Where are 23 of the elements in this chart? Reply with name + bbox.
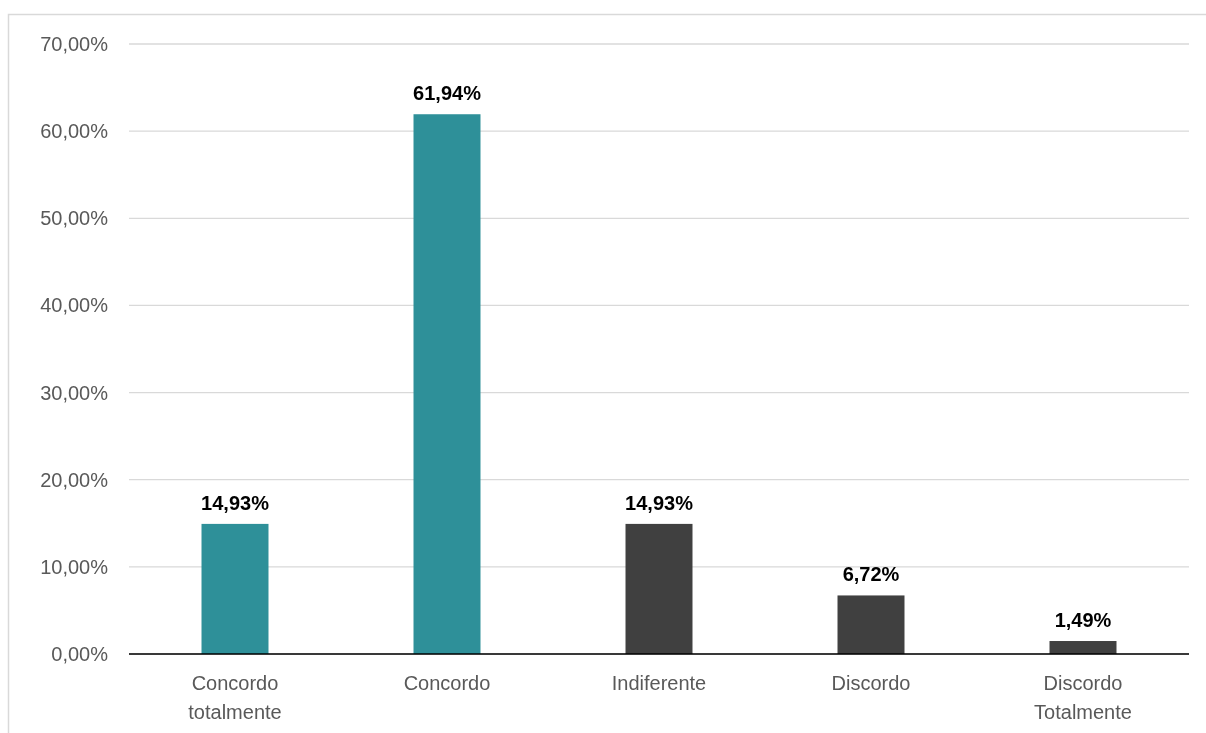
y-tick-label: 70,00% <box>40 33 109 55</box>
y-tick-label: 60,00% <box>40 120 109 143</box>
bar <box>201 523 269 654</box>
y-tick-label: 50,00% <box>40 207 109 230</box>
bar <box>837 595 905 654</box>
x-tick-label: Concordo totalmente <box>188 672 282 723</box>
y-tick-label: 0,00% <box>51 643 109 665</box>
y-tick-label: 20,00% <box>40 468 109 491</box>
x-tick-label: Discordo <box>831 672 911 694</box>
x-tick-label: Indiferente <box>611 672 707 694</box>
y-tick-label: 40,00% <box>40 294 109 317</box>
data-label: 14,93% <box>625 491 694 514</box>
y-tick-label: 30,00% <box>40 381 109 404</box>
data-label: 6,72% <box>842 563 900 586</box>
x-tick-label: Concordo <box>403 672 491 694</box>
bar <box>413 114 481 654</box>
y-tick-label: 10,00% <box>40 555 109 578</box>
data-label: 61,94% <box>413 82 482 105</box>
bar <box>625 523 693 654</box>
data-label: 14,93% <box>201 491 270 514</box>
bar <box>1049 641 1117 654</box>
x-tick-label: Discordo Totalmente <box>1034 672 1132 723</box>
data-label: 1,49% <box>1054 609 1112 632</box>
